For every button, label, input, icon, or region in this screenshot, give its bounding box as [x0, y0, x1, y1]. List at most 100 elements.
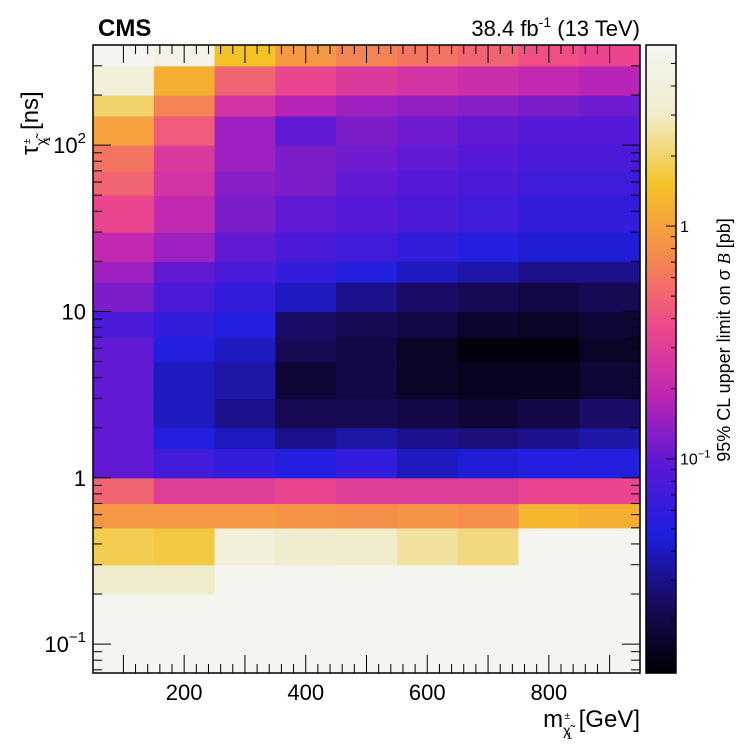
heatmap-cell: [336, 337, 398, 363]
color-scale-swatch: [646, 374, 676, 379]
color-scale-swatch: [646, 365, 676, 370]
color-scale-swatch: [646, 54, 676, 59]
color-scale-swatch: [646, 622, 676, 627]
color-scale-swatch: [646, 418, 676, 423]
color-scale-swatch: [646, 421, 676, 426]
x-tick-label: 800: [530, 680, 567, 705]
heatmap-cell: [579, 337, 641, 363]
color-scale-swatch: [646, 85, 676, 90]
heatmap-cell: [579, 311, 641, 338]
heatmap-cell: [396, 594, 459, 645]
heatmap-cell: [518, 594, 580, 645]
color-scale-swatch: [646, 588, 676, 592]
y-tick-label: 10: [62, 299, 86, 324]
heatmap-cell: [457, 503, 520, 529]
heatmap-cell: [275, 398, 337, 429]
heatmap-cell: [214, 145, 276, 172]
heatmap-cell: [457, 594, 520, 645]
heatmap-cell: [275, 65, 337, 96]
color-scale-swatch: [646, 556, 676, 561]
color-scale-swatch: [646, 136, 676, 140]
color-scale-swatch: [646, 283, 676, 288]
heatmap-cell: [396, 361, 459, 400]
color-scale-swatch: [646, 563, 676, 567]
heatmap-cell: [275, 232, 337, 262]
color-scale-swatch: [646, 107, 676, 112]
z-axis-ticks: 10−1 1: [666, 44, 710, 622]
heatmap-cell: [93, 448, 155, 479]
color-scale-swatch: [646, 110, 676, 115]
color-scale-swatch: [646, 315, 676, 319]
heatmap-cell: [457, 261, 520, 283]
heatmap-cell: [214, 195, 276, 233]
heatmap-cell: [93, 311, 155, 338]
color-scale-swatch: [646, 362, 676, 366]
heatmap-cell: [396, 195, 459, 233]
heatmap-cell: [457, 361, 520, 400]
heatmap-cell: [518, 337, 580, 363]
color-scale-swatch: [646, 261, 676, 266]
heatmap-cell: [93, 195, 155, 233]
color-scale-frame: [645, 44, 677, 674]
heatmap-cell: [579, 95, 641, 117]
color-scale-swatch: [646, 198, 676, 203]
heatmap-cell: [214, 282, 276, 313]
color-scale-swatch: [646, 101, 676, 106]
heatmap-cell: [396, 170, 459, 196]
color-scale-swatch: [646, 456, 676, 461]
heatmap-cell: [336, 115, 398, 146]
color-scale-swatch: [646, 547, 676, 552]
color-scale-swatch: [646, 440, 676, 445]
heatmap-cell: [214, 261, 276, 283]
color-scale-swatch: [646, 516, 676, 520]
heatmap-cell: [579, 361, 641, 400]
heatmap-cell: [518, 477, 580, 505]
color-scale-swatch: [646, 340, 676, 344]
color-scale-swatch: [646, 399, 676, 404]
color-scale-swatch: [646, 431, 676, 435]
heatmap-cell: [457, 448, 520, 479]
experiment-label: CMS: [98, 15, 151, 42]
heatmap-cell: [275, 337, 337, 363]
color-scale-swatch: [646, 214, 676, 219]
heatmap-cell: [336, 195, 398, 233]
heatmap-cell: [93, 594, 155, 645]
color-scale-swatch: [646, 607, 676, 611]
x-axis-ticks: 200 400 600 800: [122, 45, 611, 705]
color-scale-swatch: [646, 406, 676, 410]
color-scale-swatch: [646, 145, 676, 150]
color-scale-swatch: [646, 663, 676, 668]
color-scale-swatch: [646, 267, 676, 272]
heatmap-cell: [579, 170, 641, 196]
color-scale-swatch: [646, 657, 676, 662]
color-scale-swatch: [646, 79, 676, 84]
heatmap-cell: [336, 503, 398, 529]
color-scale-swatch: [646, 202, 676, 206]
color-scale-swatch: [646, 553, 676, 558]
heatmap-cell: [336, 65, 398, 96]
heatmap-cell: [336, 398, 398, 429]
color-scale-swatch: [646, 572, 676, 577]
heatmap-cell: [153, 115, 216, 146]
heatmap-cell: [518, 398, 580, 429]
heatmap-cell: [579, 477, 641, 505]
heatmap-cell: [579, 195, 641, 233]
color-scale-swatch: [646, 88, 676, 93]
color-scale-swatch: [646, 559, 676, 564]
heatmap-cell: [153, 427, 216, 450]
heatmap-cell: [93, 337, 155, 363]
color-scale-swatch: [646, 154, 676, 159]
heatmap-cell: [518, 361, 580, 400]
heatmap-cell: [457, 95, 520, 117]
color-scale-swatch: [646, 299, 676, 304]
heatmap-cell: [153, 361, 216, 400]
color-scale-swatch: [646, 625, 676, 630]
color-scale-swatch: [646, 139, 676, 143]
color-scale-swatch: [646, 57, 676, 62]
heatmap-cell: [396, 95, 459, 117]
heatmap-cell: [275, 564, 337, 595]
color-scale-swatch: [646, 506, 676, 511]
color-scale-swatch: [646, 120, 676, 125]
heatmap-cell: [214, 115, 276, 146]
color-scale-swatch: [646, 76, 676, 81]
